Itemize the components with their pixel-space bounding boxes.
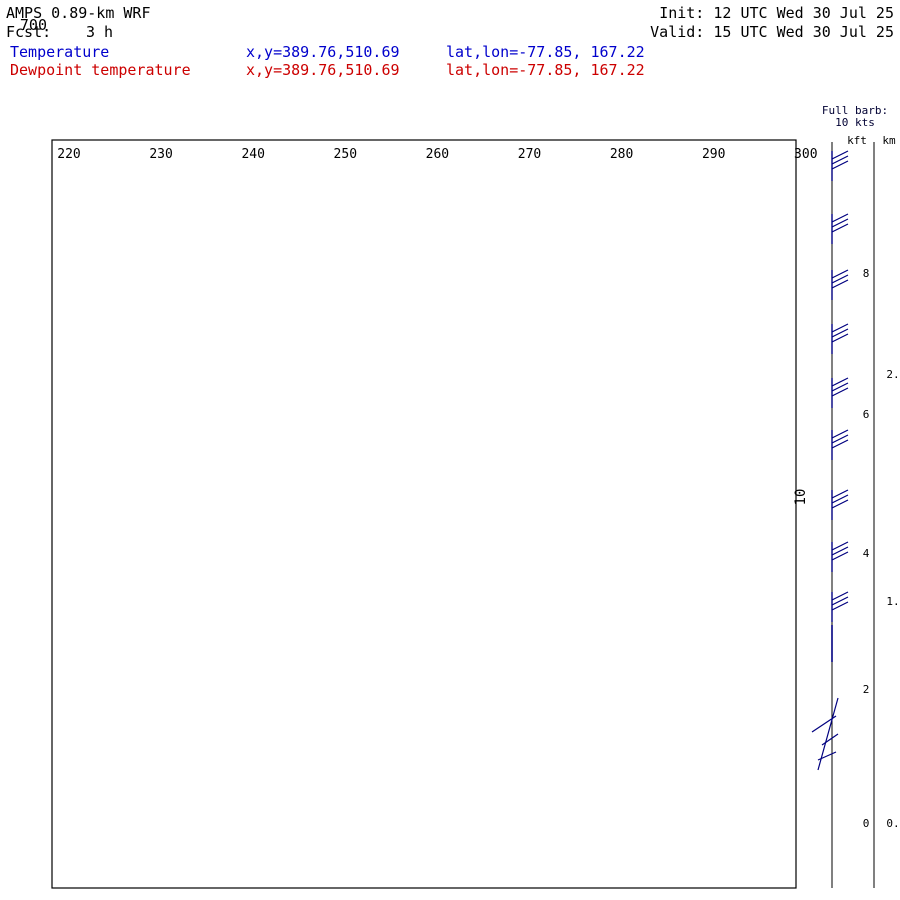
- km-tick-label: 2.: [886, 368, 899, 381]
- isotherm-line: [404, 0, 900, 25]
- theta-label: 250: [334, 147, 357, 162]
- isotherm-line: [869, 0, 900, 25]
- wind-barb: [831, 429, 849, 460]
- isotherm-line: [683, 0, 900, 25]
- wind-barb: [831, 591, 849, 622]
- init-time: Init: 12 UTC Wed 30 Jul 25: [659, 4, 894, 22]
- wind-barb: [831, 150, 849, 181]
- isotherm-inline-label: 10: [793, 489, 809, 506]
- wind-barb: [831, 377, 849, 408]
- theta-label: 220: [57, 147, 80, 162]
- legend-dewpoint-latlon: lat,lon=-77.85, 167.22: [446, 61, 645, 79]
- legend-temperature-latlon: lat,lon=-77.85, 167.22: [446, 43, 645, 61]
- km-tick-label: 0.: [886, 817, 899, 830]
- kft-tick-label: 0: [863, 817, 870, 830]
- plot-frame: [51, 139, 797, 889]
- wind-barb: [831, 323, 849, 354]
- forecast-hours: 3 h: [86, 23, 114, 41]
- km-tick-label: 1.: [886, 595, 899, 608]
- isotherm-line: [776, 0, 900, 25]
- forecast-label: Fcst:: [6, 23, 52, 41]
- dry-adiabat: [836, 0, 900, 25]
- kft-tick-label: 6: [863, 408, 870, 421]
- plot-area: [52, 0, 900, 25]
- isotherm-line: [497, 0, 900, 25]
- legend-temperature-name: Temperature: [10, 43, 110, 61]
- isotherm-line: [590, 0, 900, 25]
- theta-label: 270: [518, 147, 541, 162]
- kft-tick-label: 4: [863, 547, 870, 560]
- legend-dewpoint-name: Dewpoint temperature: [10, 61, 191, 79]
- wind-barb: [831, 489, 849, 520]
- pressure-tick-label: 700: [20, 16, 47, 34]
- kft-tick-label: 2: [863, 683, 870, 696]
- legend-dewpoint-xy: x,y=389.76,510.69: [246, 61, 400, 79]
- barb-legend-line2: 10 kts: [835, 116, 875, 129]
- valid-time: Valid: 15 UTC Wed 30 Jul 25: [650, 23, 894, 41]
- wind-barb: [811, 625, 839, 771]
- legend-temperature-xy: x,y=389.76,510.69: [246, 43, 400, 61]
- theta-label: 240: [241, 147, 264, 162]
- theta-label: 300: [794, 147, 817, 162]
- wind-barb: [831, 213, 849, 244]
- wind-barb: [831, 269, 849, 300]
- wind-barb: [831, 541, 849, 572]
- theta-label: 260: [426, 147, 449, 162]
- dry-adiabat: [752, 0, 900, 25]
- kft-axis-unit: kft: [847, 134, 867, 147]
- km-axis-unit: km: [882, 134, 896, 147]
- kft-tick-label: 8: [863, 267, 870, 280]
- theta-label: 230: [149, 147, 172, 162]
- barb-legend-line1: Full barb:: [822, 104, 888, 117]
- theta-label: 280: [610, 147, 633, 162]
- model-title: AMPS 0.89-km WRF: [6, 4, 151, 22]
- theta-label: 290: [702, 147, 725, 162]
